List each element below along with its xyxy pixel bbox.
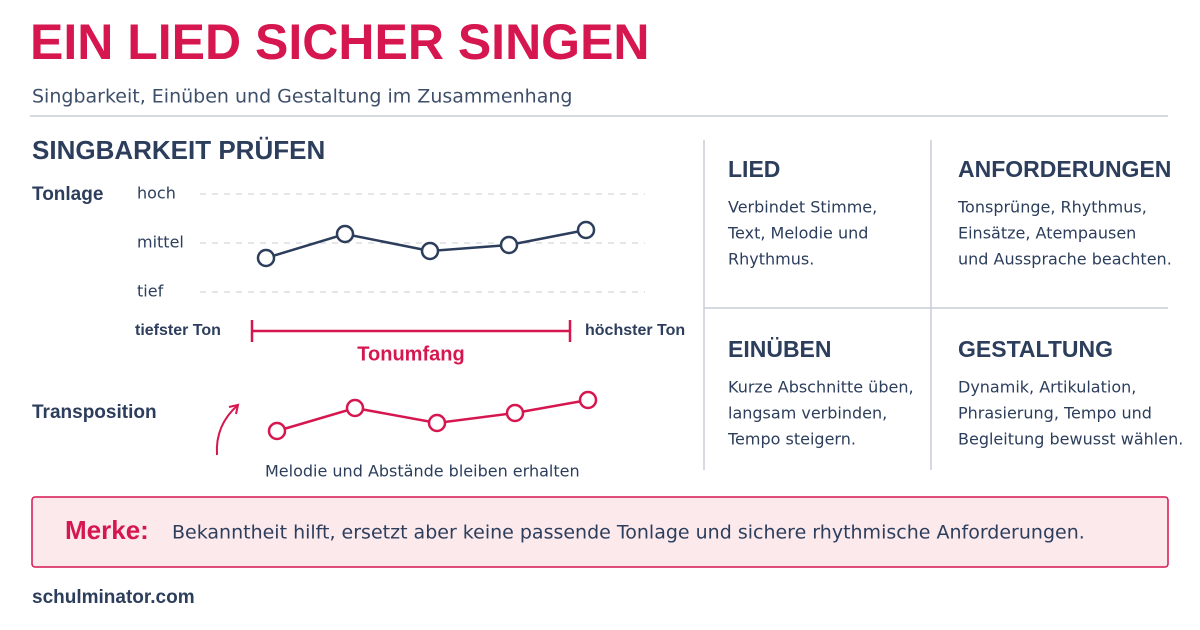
range-high: höchster Ton — [585, 322, 685, 339]
card-text: Dynamik, Artikulation, — [958, 378, 1136, 397]
level: tief — [137, 282, 164, 301]
range-label: Tonumfang — [357, 343, 464, 365]
level: hoch — [137, 184, 176, 203]
caption: Melodie und Abstände bleiben erhalten — [265, 462, 580, 481]
subtitle: Singbarkeit, Einüben und Gestaltung im Z… — [32, 86, 572, 108]
melody — [256, 220, 596, 268]
note-box — [31, 496, 1169, 568]
card-text: langsam verbinden, — [728, 404, 887, 423]
card-text: Tonsprünge, Rhythmus, — [957, 198, 1147, 217]
transposed-melody — [267, 390, 598, 441]
card-title: LIED — [728, 156, 780, 182]
card-text: und Aussprache beachten. — [958, 250, 1172, 269]
level: mittel — [137, 233, 184, 252]
card-text: Einsätze, Atempausen — [958, 224, 1136, 243]
range-low: tiefster Ton — [135, 322, 221, 339]
card-text: Tempo steigern. — [727, 430, 856, 449]
card-title: GESTALTUNG — [958, 336, 1113, 362]
level-lines — [200, 193, 645, 293]
arrow — [215, 403, 240, 456]
cards: LIED Verbindet Stimme, Text, Melodie und Rh… — [727, 156, 1183, 448]
card-text: Begleitung bewusst wählen. — [958, 430, 1183, 449]
card-text: Phrasierung, Tempo und — [958, 404, 1152, 423]
tonlage-label: Tonlage — [32, 184, 103, 205]
note-label: Merke: — [65, 515, 149, 545]
card-text: Rhythmus. — [728, 250, 814, 269]
note-text: Bekanntheit hilft, ersetzt aber keine pa… — [172, 522, 1085, 544]
range-bar — [250, 320, 572, 342]
transposition-label: Transposition — [32, 402, 157, 423]
section-title: SINGBARKEIT PRÜFEN — [32, 135, 325, 165]
card-title: EINÜBEN — [728, 336, 832, 362]
card-text: Kurze Abschnitte üben, — [728, 378, 914, 397]
card-text: Text, Melodie und — [727, 224, 868, 243]
card-grid — [703, 140, 1168, 470]
card-text: Verbindet Stimme, — [728, 198, 877, 217]
source: schulminator.com — [32, 587, 195, 608]
card-title: ANFORDERUNGEN — [958, 156, 1171, 182]
title: EIN LIED SICHER SINGEN — [30, 14, 650, 70]
